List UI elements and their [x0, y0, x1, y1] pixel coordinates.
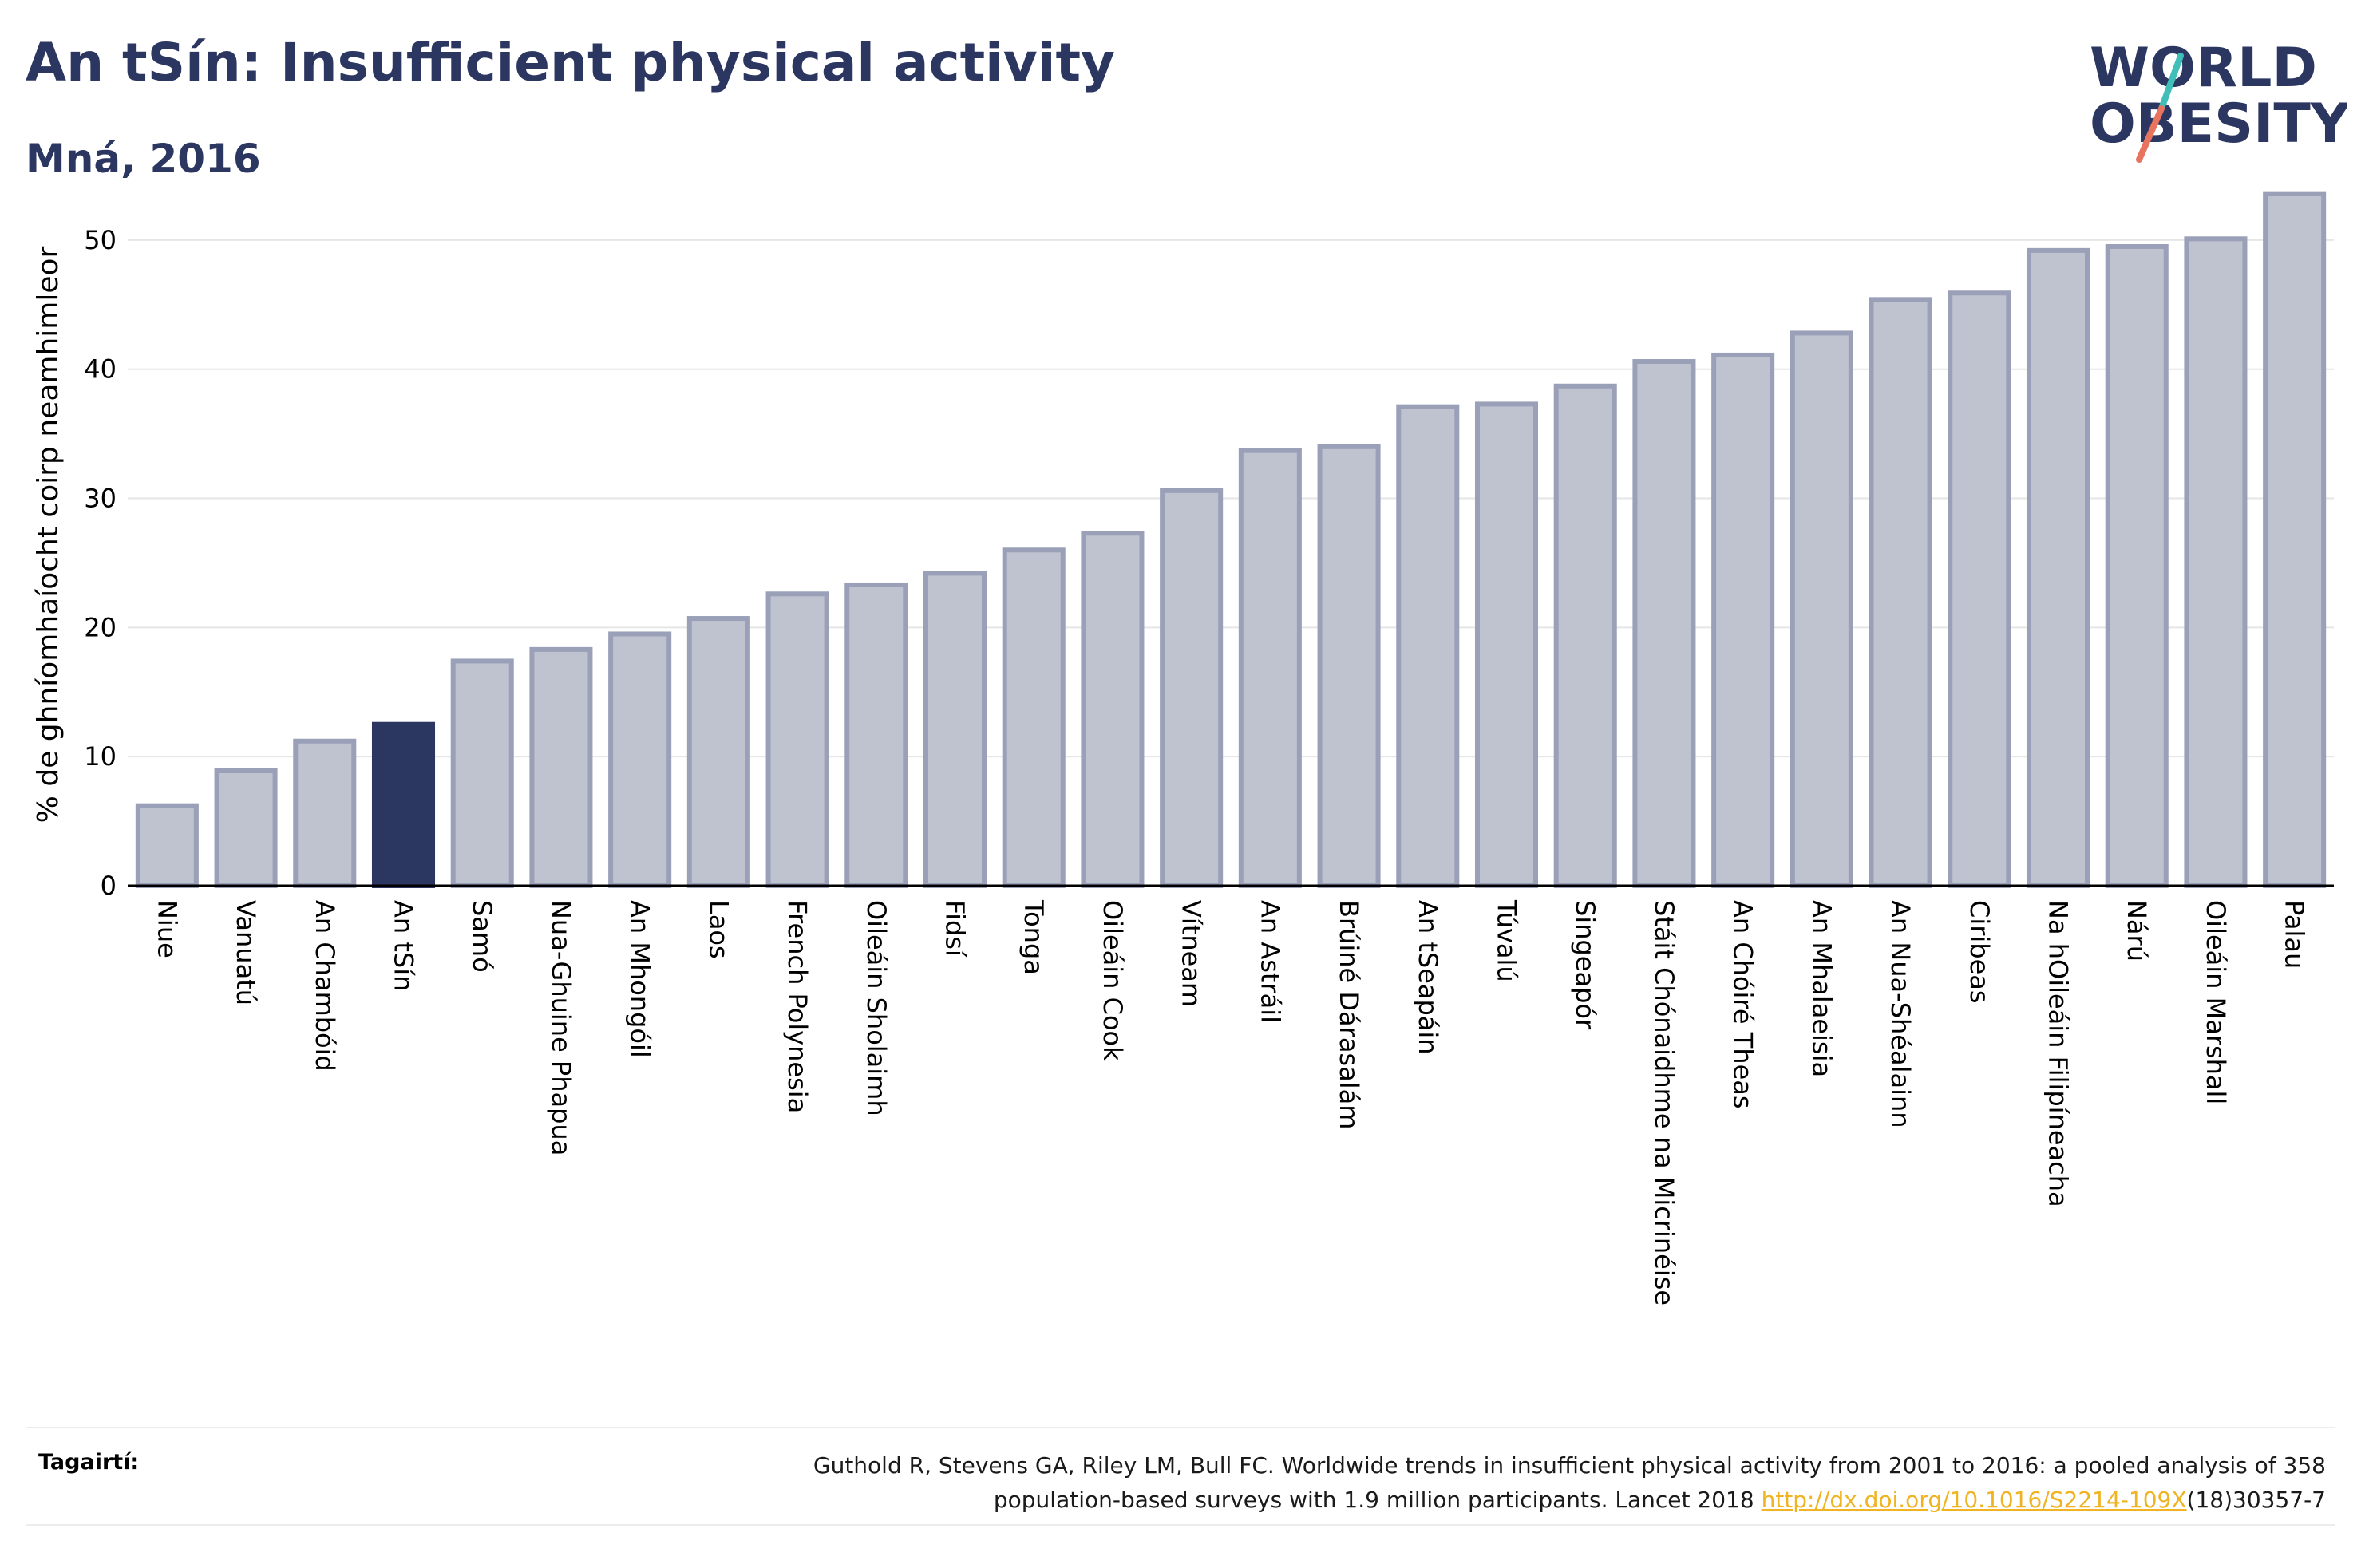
- x-tick-label: An tSeapáin: [1413, 900, 1443, 1055]
- bar: [1711, 352, 1775, 889]
- bar: [2105, 244, 2169, 888]
- world-obesity-logo: WORLD OBESITY: [2090, 37, 2347, 163]
- x-tick-label: Oileáin Cook: [1097, 900, 1128, 1061]
- y-tick-label: 20: [84, 612, 117, 642]
- bar: [1632, 359, 1696, 888]
- page-subtitle: Mná, 2016: [26, 136, 261, 182]
- bar: [450, 658, 514, 888]
- page-title: An tSín: Insufficient physical activity: [26, 32, 1116, 93]
- y-tick-label: 30: [84, 484, 117, 514]
- bars: [135, 191, 2327, 889]
- bar: [844, 582, 908, 888]
- bar: [1948, 290, 2011, 889]
- footer-divider-top: [26, 1427, 2335, 1428]
- x-tick-label: Brúiné Dárasalám: [1334, 900, 1364, 1129]
- x-tick-label: An Nua-Shéalainn: [1885, 900, 1916, 1128]
- bar: [529, 646, 593, 888]
- bar: [1160, 488, 1224, 888]
- logo-accent-stroke-coral: [2136, 105, 2165, 163]
- x-tick-label: An tSín: [389, 900, 419, 991]
- bar-highlighted: [371, 721, 436, 889]
- logo-accent-stroke-teal: [2158, 53, 2184, 112]
- bar: [608, 631, 672, 888]
- x-tick-label: Laos: [703, 900, 734, 959]
- x-tick-label: Stáit Chónaidhme na Micrinéise: [1649, 900, 1679, 1305]
- y-tick-labels: 0 10 20 30 40 50: [84, 225, 117, 901]
- bar: [686, 616, 750, 888]
- reference-line-3: (18)30357-7: [2186, 1487, 2326, 1513]
- x-tick-label: Nua-Ghuine Phapua: [546, 900, 576, 1155]
- references-label: Tagairtí:: [38, 1450, 140, 1475]
- x-tick-label: Nárú: [2122, 900, 2152, 962]
- x-tick-label: Oileáin Sholaimh: [861, 900, 892, 1116]
- x-tick-labels: Niue Vanuatú An Chambóid An tSín Samó Nua-Ghu…: [152, 899, 2309, 1305]
- x-tick-label: Tonga: [1018, 899, 1049, 975]
- bar: [1317, 444, 1381, 888]
- bar: [1238, 448, 1302, 888]
- bar: [1396, 404, 1460, 888]
- x-tick-label: An Chóiré Theas: [1728, 900, 1758, 1109]
- x-tick-label: Vítneam: [1177, 900, 1207, 1007]
- logo-line-1: WORLD: [2090, 37, 2317, 100]
- x-tick-label: Vanuatú: [231, 900, 261, 1005]
- y-tick-label: 0: [101, 871, 117, 901]
- bar: [293, 738, 357, 888]
- y-tick-label: 50: [84, 225, 117, 255]
- bar: [1553, 383, 1617, 889]
- x-tick-label: Na hOileáin Filipíneacha: [2043, 900, 2074, 1207]
- x-tick-label: Ciribeas: [1964, 900, 1995, 1004]
- logo-line-2: OBESITY: [2090, 93, 2347, 156]
- x-tick-label: French Polynesia: [782, 900, 813, 1113]
- bar: [135, 803, 199, 888]
- footer-divider-bottom: [26, 1524, 2335, 1526]
- references-text: Guthold R, Stevens GA, Riley LM, Bull FC…: [490, 1448, 2326, 1517]
- bar: [2263, 191, 2327, 888]
- x-tick-label: An Mhalaeisia: [1806, 900, 1837, 1077]
- x-tick-label: Fidsí: [940, 900, 971, 958]
- bar: [1081, 531, 1145, 889]
- bar: [1790, 330, 1853, 889]
- reference-doi-link[interactable]: http://dx.doi.org/10.1016/S2214-109X: [1761, 1487, 2187, 1513]
- bar: [765, 591, 829, 888]
- bar: [1869, 297, 1932, 888]
- x-tick-label: Singeapór: [1570, 900, 1600, 1030]
- bar: [2184, 236, 2248, 889]
- x-tick-label: Túvalú: [1492, 899, 1522, 982]
- bar: [214, 768, 278, 888]
- x-tick-label: An Mhongóil: [625, 900, 655, 1058]
- x-tick-label: An Chambóid: [310, 900, 340, 1072]
- x-tick-label: Palau: [2280, 900, 2310, 969]
- x-tick-label: Samó: [467, 900, 497, 973]
- y-tick-label: 40: [84, 354, 117, 385]
- y-tick-label: 10: [84, 741, 117, 772]
- reference-line-2: population-based surveys with 1.9 millio…: [993, 1487, 1762, 1513]
- bar: [1474, 401, 1539, 889]
- bar: [923, 571, 987, 889]
- x-tick-label: An Astráil: [1255, 900, 1285, 1023]
- bar-chart: 0 10 20 30 40 50 Niue Vanuatú An Chambóid An tSí…: [32, 191, 2334, 1305]
- x-tick-label: Niue: [152, 900, 182, 958]
- bar: [1002, 547, 1066, 888]
- reference-line-1: Guthold R, Stevens GA, Riley LM, Bull FC…: [813, 1452, 2326, 1479]
- y-axis-label: % de ghníomhaíocht coirp neamhimleor: [32, 246, 65, 823]
- x-tick-label: Oileáin Marshall: [2201, 900, 2231, 1104]
- bar: [2026, 247, 2090, 888]
